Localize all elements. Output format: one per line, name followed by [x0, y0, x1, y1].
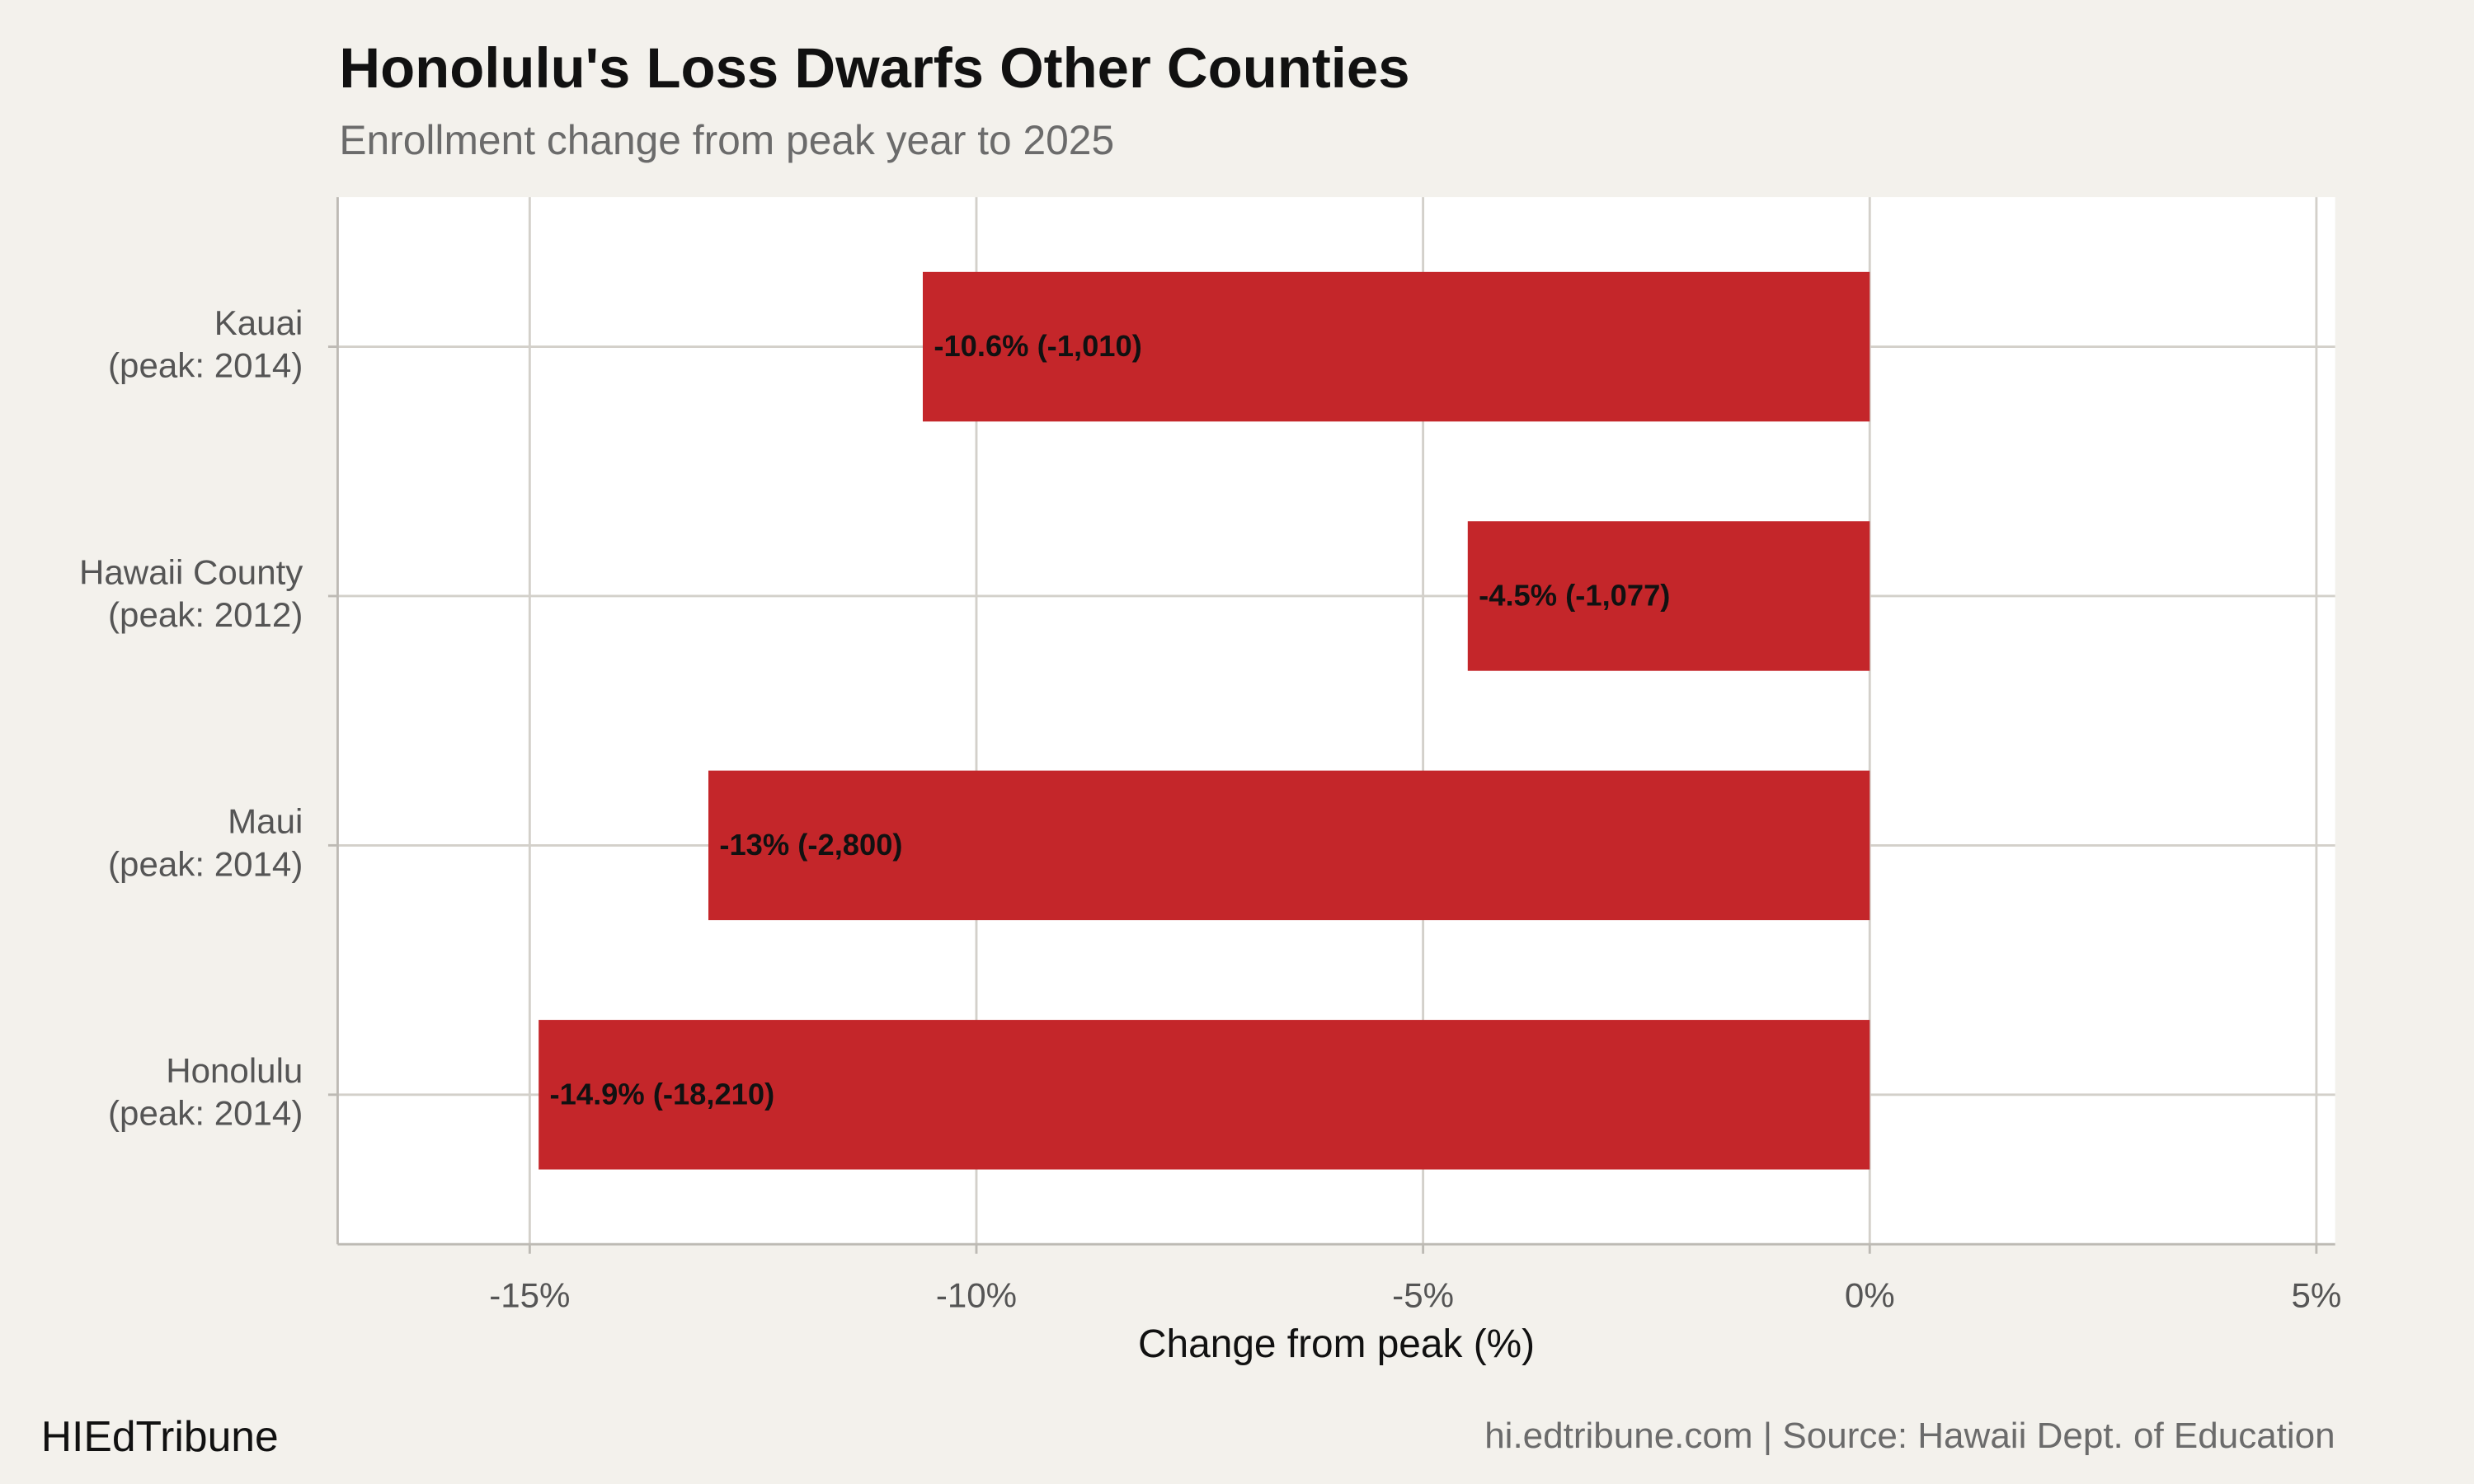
y-tick-label: (peak: 2012) [108, 595, 303, 634]
bar [1467, 521, 1870, 671]
data-label: -13% (-2,800) [719, 828, 902, 862]
data-label: -4.5% (-1,077) [1479, 578, 1670, 612]
chart-subtitle: Enrollment change from peak year to 2025 [339, 117, 1114, 163]
y-tick-label: (peak: 2014) [108, 844, 303, 883]
y-tick-label: (peak: 2014) [108, 1094, 303, 1133]
footer-source: hi.edtribune.com | Source: Hawaii Dept. … [1484, 1416, 2335, 1456]
y-tick-label: Honolulu [166, 1051, 303, 1090]
y-tick-label: Kauai [214, 303, 303, 342]
x-tick-label: -10% [936, 1275, 1017, 1314]
bar [708, 770, 1870, 921]
y-tick-label: (peak: 2014) [108, 345, 303, 384]
footer-brand: HIEdTribune [41, 1412, 279, 1460]
bar [539, 1020, 1870, 1170]
x-tick-label: 5% [2291, 1275, 2341, 1314]
x-tick-label: -5% [1392, 1275, 1454, 1314]
y-tick-label: Hawaii County [79, 552, 303, 591]
data-label: -14.9% (-18,210) [550, 1077, 775, 1111]
x-tick-label: 0% [1845, 1275, 1895, 1314]
data-label: -10.6% (-1,010) [934, 329, 1141, 363]
bar [922, 271, 1870, 422]
chart-title: Honolulu's Loss Dwarfs Other Counties [339, 36, 1409, 100]
x-tick-label: -15% [489, 1275, 570, 1314]
y-tick-label: Maui [228, 802, 303, 841]
x-axis-label: Change from peak (%) [1138, 1322, 1535, 1366]
